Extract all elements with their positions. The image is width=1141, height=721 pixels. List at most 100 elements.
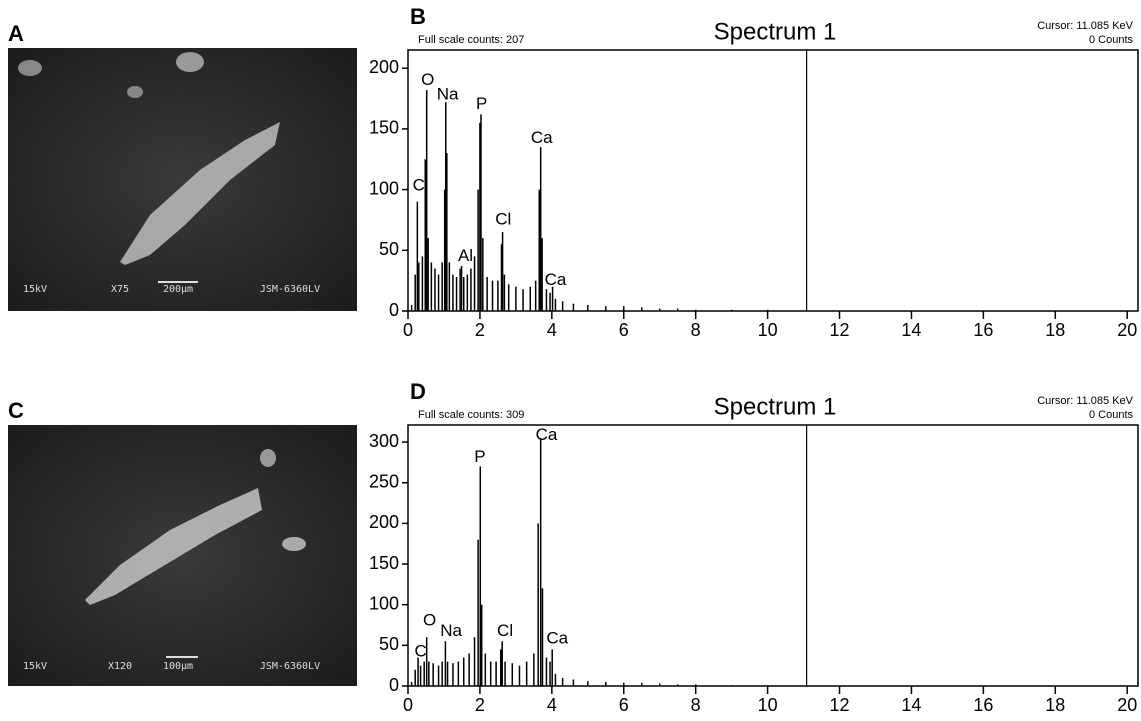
spectrum-bar	[623, 306, 625, 311]
spectrum-bar	[459, 268, 461, 311]
x-tick-label: 10	[758, 320, 778, 340]
spectrum-bar	[410, 681, 413, 686]
y-tick-label: 250	[369, 471, 399, 491]
peak-label: Ca	[545, 270, 567, 289]
x-tick-label: 0	[403, 320, 413, 340]
sem-caption: 15kV	[23, 661, 47, 672]
spectrum-bar	[473, 256, 476, 311]
spectrum-bar	[640, 682, 643, 686]
spectrum-bar	[551, 286, 554, 311]
spectrum-bar	[428, 661, 430, 686]
spectrum-bar	[486, 277, 488, 311]
chart-title: Spectrum 1	[714, 393, 837, 420]
panel-letter: B	[410, 4, 426, 29]
spectrum-bar	[427, 238, 429, 311]
cursor-text: Cursor: 11.085 KeV	[1037, 395, 1133, 407]
panel-letter: C	[8, 398, 24, 423]
y-tick-label: 50	[379, 634, 399, 654]
x-tick-label: 6	[619, 695, 629, 715]
x-tick-label: 16	[973, 320, 993, 340]
spectrum-bar	[572, 303, 575, 311]
spectrum-bar	[515, 286, 517, 311]
spectrum-bar	[497, 280, 499, 311]
peak-label: P	[476, 94, 487, 113]
x-tick-label: 2	[475, 695, 485, 715]
spectrum-bar	[507, 284, 510, 311]
plot-frame	[407, 424, 1139, 687]
peak-label: Ca	[536, 425, 558, 444]
full-scale-text: Full scale counts: 309	[418, 409, 524, 421]
sem-caption: 200µm	[163, 284, 193, 295]
peak-label: Cl	[495, 209, 511, 228]
y-tick-label: 200	[369, 512, 399, 532]
spectrum-bar	[417, 657, 419, 686]
spectrum-bar	[479, 466, 482, 686]
spectrum-bar	[539, 438, 542, 686]
spectrum-bar	[658, 308, 661, 311]
chart-title: Spectrum 1	[714, 18, 837, 45]
spectrum-bar	[549, 292, 551, 311]
spectrum-bar	[480, 114, 482, 311]
spectrum-bar	[418, 262, 420, 311]
peak-label: Ca	[546, 628, 568, 647]
spectrum-bar	[730, 685, 733, 686]
spectrum-bar	[554, 298, 557, 311]
spectrum-bar	[414, 669, 416, 686]
spectrum-bar	[501, 641, 503, 686]
x-tick-label: 18	[1045, 695, 1065, 715]
spectrum-bar	[511, 663, 514, 686]
spectrum-bar	[419, 665, 422, 686]
spectrum-bar	[437, 665, 440, 686]
spectrum-bar	[455, 277, 458, 311]
peak-label: C	[413, 175, 425, 194]
y-tick-label: 300	[369, 431, 399, 451]
spectrum-bar	[477, 189, 479, 311]
spectrum-bar	[551, 649, 553, 686]
sem-caption: JSM-6360LV	[260, 284, 320, 295]
panel-letter: D	[410, 379, 426, 404]
y-tick-label: 100	[369, 593, 399, 613]
spectrum-bar	[730, 309, 733, 311]
spectrum-bar	[445, 102, 447, 311]
spectrum-bar	[466, 274, 469, 311]
spectrum-bar	[658, 683, 661, 686]
y-tick-label: 100	[369, 178, 399, 198]
spectrum-bar	[676, 308, 679, 311]
spectrum-bar	[501, 232, 504, 311]
plot-frame	[407, 49, 1139, 312]
spectrum-bar	[605, 306, 607, 311]
spectrum-bar	[534, 280, 537, 311]
spectrum-bar	[462, 657, 465, 686]
spectrum-bar	[529, 286, 532, 311]
spectrum-bar	[470, 268, 472, 311]
x-tick-label: 8	[691, 320, 701, 340]
spectrum-bar	[434, 268, 436, 311]
spectrum-bar	[414, 274, 416, 311]
peak-label: O	[421, 70, 434, 89]
sem-caption: X75	[111, 284, 129, 295]
spectrum-bar	[425, 90, 428, 312]
spectrum-bar	[525, 661, 528, 686]
spectrum-bar	[605, 681, 607, 686]
spectrum-bar	[623, 682, 625, 686]
peak-label: Na	[437, 84, 459, 103]
x-tick-label: 16	[973, 695, 993, 715]
x-tick-label: 12	[830, 320, 850, 340]
spectrum-bar	[549, 661, 551, 686]
spectrum-bar	[480, 604, 483, 686]
peak-label: C	[414, 641, 426, 660]
panel-letter: A	[8, 21, 24, 46]
x-tick-label: 20	[1117, 695, 1137, 715]
spectrum-bar	[424, 159, 427, 311]
spectrum-bar	[489, 661, 492, 686]
y-tick-label: 0	[389, 675, 399, 695]
x-tick-label: 4	[547, 320, 557, 340]
spectrum-bar	[766, 309, 769, 311]
x-tick-label: 20	[1117, 320, 1137, 340]
spectrum-bar	[468, 653, 470, 686]
peak-label: O	[423, 610, 436, 629]
x-tick-label: 14	[901, 695, 921, 715]
x-tick-label: 18	[1045, 320, 1065, 340]
y-tick-label: 0	[389, 300, 399, 320]
